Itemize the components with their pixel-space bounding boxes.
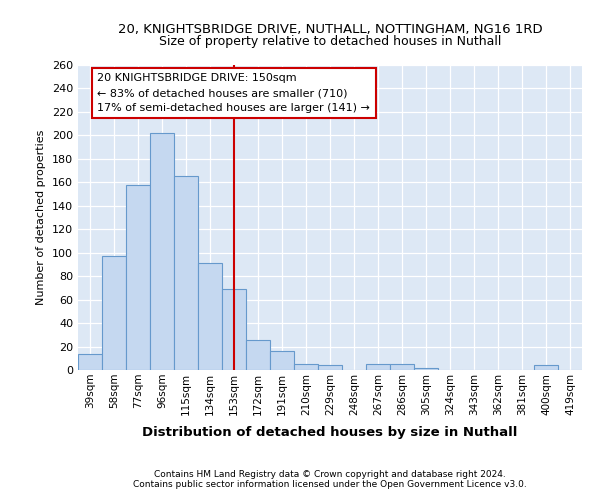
Bar <box>198 263 222 370</box>
Bar <box>174 176 198 370</box>
Text: Size of property relative to detached houses in Nuthall: Size of property relative to detached ho… <box>159 35 501 48</box>
Text: 20 KNIGHTSBRIDGE DRIVE: 150sqm
← 83% of detached houses are smaller (710)
17% of: 20 KNIGHTSBRIDGE DRIVE: 150sqm ← 83% of … <box>97 73 370 113</box>
Bar <box>78 354 102 370</box>
X-axis label: Distribution of detached houses by size in Nuthall: Distribution of detached houses by size … <box>142 426 518 439</box>
Text: Contains public sector information licensed under the Open Government Licence v3: Contains public sector information licen… <box>133 480 527 489</box>
Bar <box>102 256 126 370</box>
Text: 20, KNIGHTSBRIDGE DRIVE, NUTHALL, NOTTINGHAM, NG16 1RD: 20, KNIGHTSBRIDGE DRIVE, NUTHALL, NOTTIN… <box>118 22 542 36</box>
Bar <box>390 364 414 370</box>
Bar <box>294 364 318 370</box>
Bar <box>246 340 270 370</box>
Bar <box>318 366 342 370</box>
Bar <box>126 184 150 370</box>
Bar <box>270 351 294 370</box>
Y-axis label: Number of detached properties: Number of detached properties <box>37 130 46 305</box>
Bar <box>222 289 246 370</box>
Bar <box>534 366 558 370</box>
Bar <box>414 368 438 370</box>
Bar <box>150 133 174 370</box>
Bar <box>366 364 390 370</box>
Text: Contains HM Land Registry data © Crown copyright and database right 2024.: Contains HM Land Registry data © Crown c… <box>154 470 506 479</box>
